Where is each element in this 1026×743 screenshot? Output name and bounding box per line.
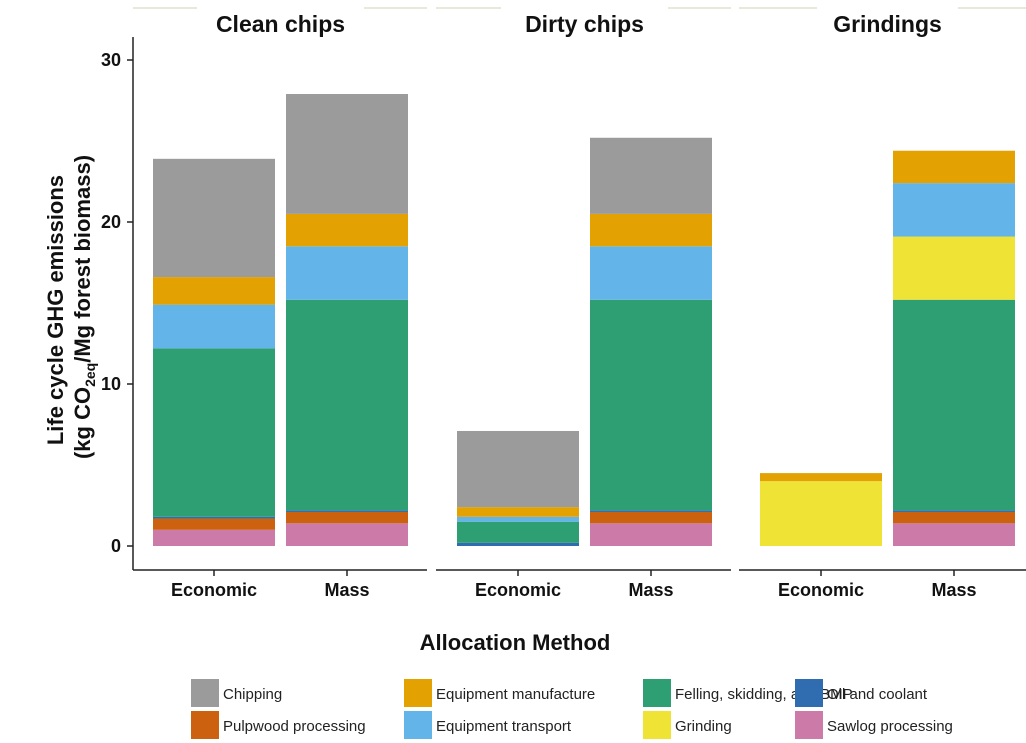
bar-segment-equipment-transport xyxy=(457,516,579,522)
legend-swatch xyxy=(795,679,823,707)
legend-swatch xyxy=(643,679,671,707)
bar-segment-oil-and-coolant xyxy=(893,510,1015,512)
y-tick-label: 20 xyxy=(101,212,121,232)
facet-dirty-chips: Dirty chips xyxy=(436,3,731,546)
legend-swatch xyxy=(404,679,432,707)
bar-segment-equipment-manufacture xyxy=(153,277,275,305)
bar-segment-chipping xyxy=(153,158,275,278)
facet-grindings: Grindings xyxy=(739,3,1026,546)
legend-label: Oil and coolant xyxy=(827,686,928,703)
bar-segment-equipment-manufacture xyxy=(893,150,1015,184)
bar-segment-equipment-transport xyxy=(590,246,712,300)
x-axis: Economic Mass Economic Mass Economic Mass xyxy=(133,569,1026,600)
legend-label: Chipping xyxy=(223,686,282,703)
bar-segment-equipment-manufacture xyxy=(590,213,712,247)
bar-segment-pulpwood-processing xyxy=(590,511,712,524)
bar-segment-oil-and-coolant xyxy=(286,510,408,512)
legend-item-equipment-transport: Equipment transport xyxy=(404,711,572,739)
facet-title: Grindings xyxy=(833,11,942,37)
facet-strip-mask xyxy=(197,3,364,15)
bar-segment-sawlog-processing xyxy=(893,523,1015,546)
x-axis-title: Allocation Method xyxy=(420,630,611,655)
x-tick-label: Economic xyxy=(778,580,864,600)
bar-segment-oil-and-coolant xyxy=(590,510,712,512)
bar-segment-grinding xyxy=(760,481,882,546)
legend-item-grinding: Grinding xyxy=(643,711,732,739)
facet-strip-mask xyxy=(817,3,958,15)
facet-panels: Clean chips Dirty chips Grindings xyxy=(133,3,1026,546)
legend-label: Sawlog processing xyxy=(827,718,953,735)
x-tick-label: Economic xyxy=(475,580,561,600)
bar-segment-pulpwood-processing xyxy=(286,511,408,524)
facet-clean-chips: Clean chips xyxy=(133,3,427,546)
legend-label: Grinding xyxy=(675,718,732,735)
legend-item-oil-and-coolant: Oil and coolant xyxy=(795,679,928,707)
legend-label: Felling, skidding, and BMP xyxy=(675,686,853,703)
bar-segment-sawlog-processing xyxy=(590,523,712,546)
bar-segment-grinding xyxy=(893,236,1015,300)
bar-segment-equipment-transport xyxy=(153,304,275,349)
y-axis-title-line2-prefix: (kg CO xyxy=(70,387,95,459)
bar-segment-felling-skidding-and-bmp xyxy=(457,521,579,543)
legend-swatch xyxy=(795,711,823,739)
legend-item-chipping: Chipping xyxy=(191,679,282,707)
facet-strip-mask xyxy=(501,3,668,15)
bar-segment-equipment-transport xyxy=(893,183,1015,237)
bar-segment-felling-skidding-and-bmp xyxy=(286,299,408,511)
y-tick-label: 10 xyxy=(101,374,121,394)
bar-segment-equipment-transport xyxy=(286,246,408,300)
facet-title: Dirty chips xyxy=(525,11,644,37)
legend-label: Equipment manufacture xyxy=(436,686,595,703)
legend-label: Equipment transport xyxy=(436,718,572,735)
bar-segment-equipment-manufacture xyxy=(457,507,579,517)
x-tick-label: Economic xyxy=(171,580,257,600)
legend: Chipping Pulpwood processing Equipment man… xyxy=(191,679,953,739)
bar-segment-sawlog-processing xyxy=(153,529,275,546)
y-tick-label: 30 xyxy=(101,50,121,70)
legend-label: Pulpwood processing xyxy=(223,718,366,735)
bar-segment-oil-and-coolant xyxy=(153,516,275,519)
legend-swatch xyxy=(191,711,219,739)
bar-segment-pulpwood-processing xyxy=(893,511,1015,524)
bar-segment-equipment-manufacture xyxy=(286,213,408,247)
legend-item-sawlog-processing: Sawlog processing xyxy=(795,711,953,739)
bar-segment-chipping xyxy=(590,137,712,214)
bar-segment-oil-and-coolant xyxy=(457,542,579,546)
bar-segment-pulpwood-processing xyxy=(153,518,275,530)
x-tick-label: Mass xyxy=(628,580,673,600)
legend-swatch xyxy=(191,679,219,707)
facet-title: Clean chips xyxy=(216,11,345,37)
y-axis-title-line1: Life cycle GHG emissions xyxy=(43,175,68,445)
bar-segment-felling-skidding-and-bmp xyxy=(893,299,1015,511)
x-tick-label: Mass xyxy=(324,580,369,600)
bar-segment-chipping xyxy=(286,94,408,214)
bar-segment-chipping xyxy=(457,430,579,508)
legend-swatch xyxy=(404,711,432,739)
x-tick-label: Mass xyxy=(931,580,976,600)
legend-swatch xyxy=(643,711,671,739)
bar-segment-felling-skidding-and-bmp xyxy=(153,348,275,517)
bar-segment-equipment-manufacture xyxy=(760,473,882,482)
y-tick-label: 0 xyxy=(111,536,121,556)
y-axis: 0 10 20 30 xyxy=(101,37,134,570)
y-axis-title: Life cycle GHG emissions (kg CO2eq/Mg fo… xyxy=(43,155,98,459)
bar-segment-felling-skidding-and-bmp xyxy=(590,299,712,511)
y-axis-title-line2-sub: 2eq xyxy=(82,363,98,387)
legend-item-equipment-manufacture: Equipment manufacture xyxy=(404,679,595,707)
legend-item-pulpwood-processing: Pulpwood processing xyxy=(191,711,366,739)
bar-segment-sawlog-processing xyxy=(286,523,408,546)
y-axis-title-line2-suffix: /Mg forest biomass) xyxy=(70,155,95,363)
